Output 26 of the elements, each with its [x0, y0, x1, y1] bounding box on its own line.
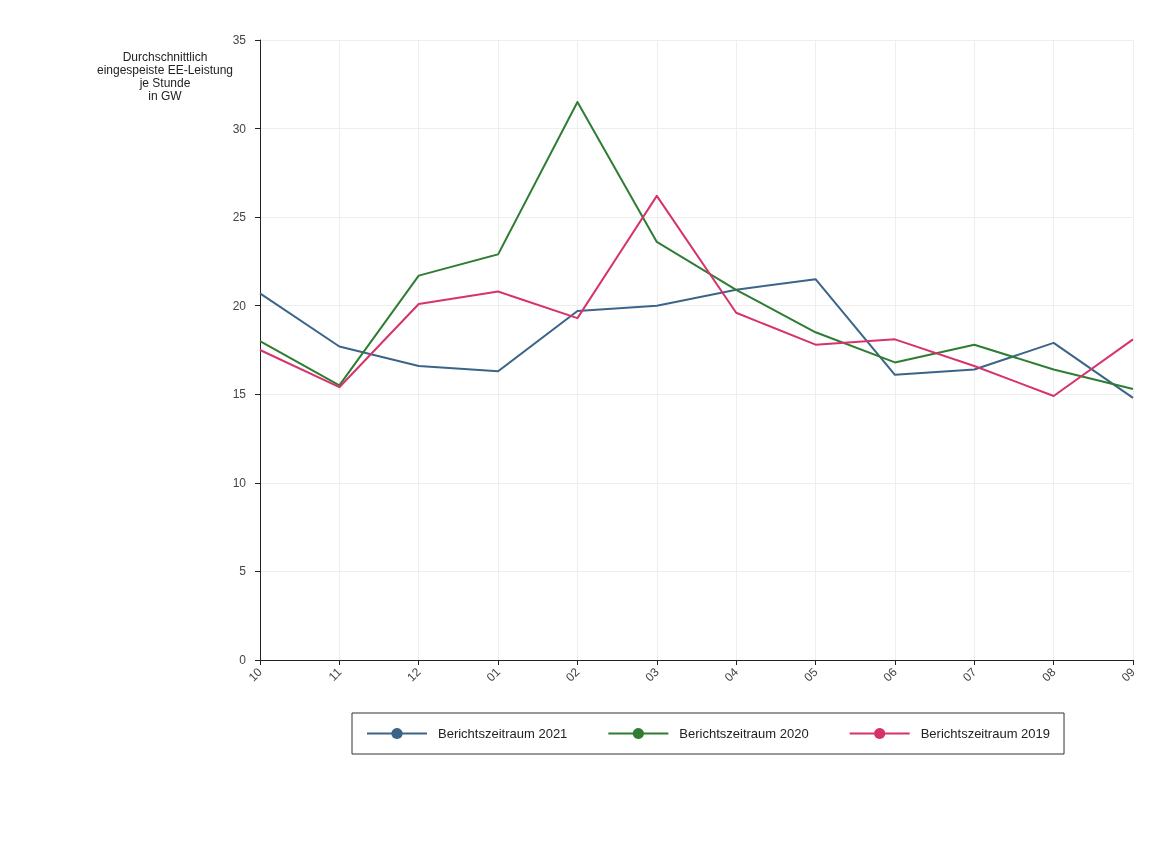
- x-tick-label: 12: [404, 664, 424, 685]
- line-series: [259, 101, 1134, 390]
- x-tick-label: 07: [959, 664, 980, 685]
- y-tick-label: 30: [232, 121, 247, 136]
- y-tick-label: 15: [232, 387, 247, 402]
- y-tick-label: 5: [239, 564, 247, 579]
- y-tick-label: 35: [232, 33, 247, 47]
- x-tick-label: 04: [721, 664, 742, 685]
- x-tick-label: 03: [642, 664, 662, 685]
- y-tick-label: 20: [232, 298, 247, 313]
- legend-label: Berichtszeitraum 2019: [920, 726, 1051, 741]
- x-tick-label: 02: [563, 664, 583, 685]
- line-series: [259, 278, 1134, 399]
- x-tick-label: 05: [801, 664, 821, 685]
- x-tick-label: 06: [880, 664, 901, 685]
- y-tick-label: 10: [232, 475, 247, 490]
- y-axis-title: Durchschnittlich eingespeiste EE-Leistung je Stunde in GW: [96, 49, 234, 103]
- y-tick-label: 0: [239, 653, 247, 667]
- x-tick-label: 01: [483, 664, 504, 685]
- x-tick-label: 09: [1118, 664, 1139, 685]
- legend-label: Berichtszeitraum 2021: [438, 726, 568, 741]
- x-tick-label: 11: [325, 664, 345, 684]
- line-series: [259, 194, 1134, 398]
- x-tick-label: 08: [1039, 664, 1059, 685]
- y-tick-label: 25: [232, 210, 247, 225]
- legend-label: Berichtszeitraum 2020: [679, 726, 809, 741]
